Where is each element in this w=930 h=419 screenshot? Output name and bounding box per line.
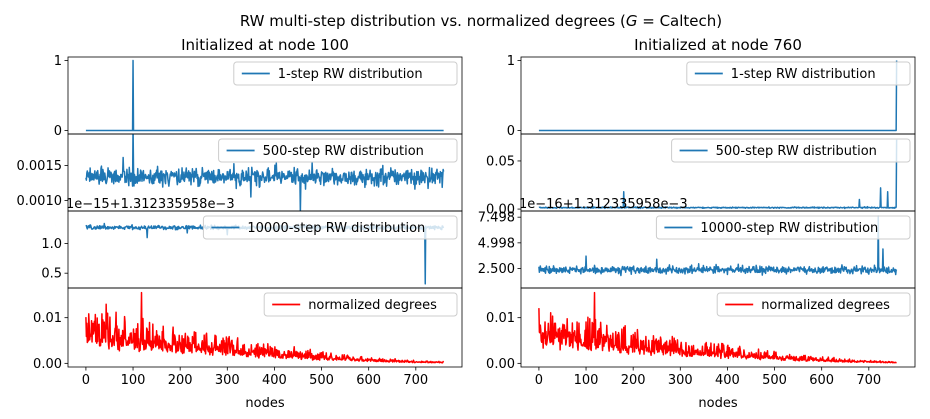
subplot-right-3: 0.00 0.01 0 100 200 300 400 500 600 700 nodes norma… [486,287,916,411]
series-line [538,215,898,277]
subplot-grid: 0 1 Initialized at node 100 1-step RW distr… [17,36,916,411]
legend: 500-step RW distribution [671,138,911,163]
x-tick-label: 400 [262,373,287,388]
x-tick-label: 200 [168,373,193,388]
legend-label: 10000-step RW distribution [700,221,878,236]
figure-suptitle: RW multi-step distribution vs. normalize… [240,12,722,30]
axis-offset-label: 1e−16+1.312335958e−3 [519,197,688,212]
y-tick-label: 0.05 [486,154,515,169]
legend-box [202,215,458,240]
y-tick-label: 0 [54,124,62,139]
x-tick-label: 600 [809,373,834,388]
y-tick-label: 0.00 [486,203,515,218]
legend-label: 500-step RW distribution [263,144,424,159]
legend-label: 10000-step RW distribution [247,221,425,236]
subplot-right-0: 0 1 Initialized at node 760 1-step RW distr… [507,36,916,139]
y-tick-label: 0.00 [33,357,62,372]
legend-box [671,138,911,163]
x-tick-label: 0 [82,373,90,388]
legend-box [263,292,458,317]
y-tick-label: 4.998 [478,236,515,251]
legend-label: 500-step RW distribution [716,144,877,159]
x-tick-label: 300 [668,373,693,388]
axes-frame [67,287,463,368]
legend-label: 1-step RW distribution [731,67,876,82]
legend: 1-step RW distribution [233,61,458,86]
subplot-left-2: 0.5 1.0 1e−15+1.312335958e−3 10000-step RW … [41,197,463,289]
y-tick-label: 0 [507,124,515,139]
subplot-left-3: 0.00 0.01 0 100 200 300 400 500 600 700 nodes norma… [33,287,463,411]
x-tick-label: 0 [535,373,543,388]
x-tick-label: 300 [215,373,240,388]
legend-box [655,215,911,240]
legend-box [233,61,458,86]
legend-label: 1-step RW distribution [278,67,423,82]
subplot-title: Initialized at node 760 [634,36,802,54]
legend: 500-step RW distribution [218,138,458,163]
y-tick-label: 0.0015 [17,159,63,174]
legend-label: normalized degrees [308,298,437,313]
y-tick-label: 1 [507,54,515,69]
series-line [538,139,898,210]
axis-offset-label: 1e−15+1.312335958e−3 [66,197,235,212]
series-line [85,59,444,132]
legend-box [686,61,911,86]
legend: 10000-step RW distribution [655,215,911,240]
series-line [538,291,897,364]
y-tick-label: 1 [54,54,62,69]
y-tick-label: 0.00 [486,357,515,372]
legend: normalized degrees [716,292,911,317]
series-line [85,134,445,211]
subplot-left-1: 0.0010 0.0015 500-step RW distribution [17,133,463,212]
series-line [538,60,898,132]
y-tick-label: 0.01 [33,311,62,326]
x-tick-label: 100 [574,373,599,388]
subplot-left-0: 0 1 Initialized at node 100 1-step RW distr… [54,36,463,139]
legend: normalized degrees [263,292,458,317]
y-tick-label: 1.0 [41,237,62,252]
x-tick-label: 500 [762,373,787,388]
subplot-title: Initialized at node 100 [181,36,349,54]
x-tick-label: 100 [121,373,146,388]
axes-frame [520,287,916,368]
x-tick-label: 400 [715,373,740,388]
x-axis-label: nodes [245,396,284,411]
y-tick-label: 0.5 [41,267,62,282]
series-line [85,291,445,364]
subplot-right-2: 2.500 4.998 7.498 1e−16+1.312335958e−3 10000… [478,197,916,289]
x-tick-label: 500 [309,373,334,388]
x-tick-label: 700 [856,373,881,388]
x-tick-label: 200 [621,373,646,388]
y-tick-label: 7.498 [478,211,515,226]
legend-box [218,138,458,163]
legend: 1-step RW distribution [686,61,911,86]
x-axis-label: nodes [698,396,737,411]
y-tick-label: 0.0010 [17,194,63,209]
legend: 10000-step RW distribution [202,215,458,240]
subplot-right-1: 0.00 0.05 500-step RW distribution [486,133,916,218]
x-tick-label: 700 [403,373,428,388]
legend-box [716,292,911,317]
legend-label: normalized degrees [761,298,890,313]
x-tick-label: 600 [356,373,381,388]
y-tick-label: 0.01 [486,311,515,326]
y-tick-label: 2.500 [478,262,515,277]
